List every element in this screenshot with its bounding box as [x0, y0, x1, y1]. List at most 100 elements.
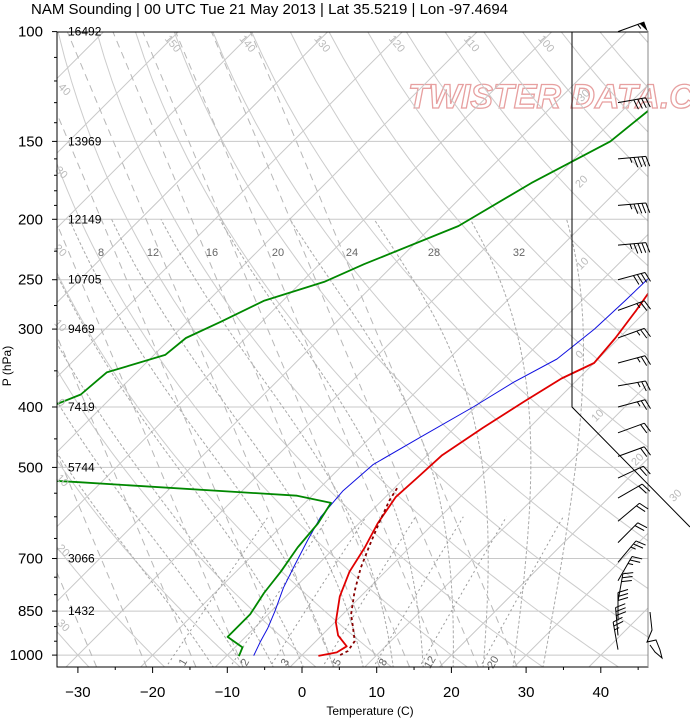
- dry-adiabat: [173, 32, 648, 590]
- y-tick-label: 250: [18, 272, 43, 289]
- isotherm-line: [65, 84, 648, 667]
- wind-barb-feather: [636, 505, 646, 512]
- dry-adiabat: [405, 32, 648, 312]
- wind-barb-staff: [617, 97, 646, 104]
- dashed-guide-line: [211, 32, 479, 667]
- series-line-0: [318, 292, 648, 657]
- wind-barb-staff: [617, 422, 645, 434]
- moist-adiabat-label: 8: [98, 247, 104, 259]
- dashed-guide-line: [66, 32, 335, 667]
- wind-barb-staff: [617, 573, 624, 602]
- sounding-series: [57, 109, 648, 657]
- isotherm-side-label: 30: [667, 487, 684, 504]
- dry-adiabat: [367, 32, 648, 357]
- wind-barb-feather: [616, 611, 627, 616]
- wind-barb-feather: [629, 559, 641, 563]
- wind-barb-feather: [640, 424, 648, 434]
- moist-adiabat-label: 24: [346, 247, 358, 259]
- wind-barb-feather: [622, 572, 634, 575]
- mixing-ratio-label: 20: [485, 654, 502, 671]
- mixing-ratio-line: [372, 516, 464, 667]
- wind-barb-staff: [617, 465, 644, 479]
- mixing-ratio-label: 2: [239, 657, 252, 668]
- dry-adiabat: [135, 32, 648, 638]
- isotherm-side-label: 10: [574, 255, 591, 272]
- wind-barb-feather: [634, 525, 645, 532]
- wind-barb-feather: [640, 447, 648, 457]
- isotherm-line: [57, 32, 329, 304]
- isotherm-label: 110: [461, 33, 481, 54]
- wind-barb-feather: [637, 98, 643, 109]
- wind-barb-staff: [617, 327, 645, 339]
- wind-barbs: [612, 21, 651, 650]
- height-label: 10705: [68, 273, 102, 287]
- wind-barb-staff: [617, 502, 640, 522]
- dry-adiabat: [599, 32, 648, 89]
- mixing-ratio-line: [322, 516, 416, 667]
- wind-barb-feather: [645, 156, 651, 167]
- height-label: 13969: [68, 134, 102, 148]
- y-tick-label: 500: [18, 459, 43, 476]
- dashed-guide-line: [57, 112, 290, 667]
- x-axis-label: Temperature (C): [326, 704, 413, 718]
- wind-barb-feather: [615, 603, 626, 609]
- wind-barb-staff: [617, 21, 645, 33]
- wind-barb-staff: [612, 621, 619, 650]
- wind-barb-feather: [633, 203, 639, 214]
- wind-barb-feather: [645, 380, 651, 391]
- clipped-plot: [57, 32, 648, 667]
- series-line-1: [253, 278, 648, 656]
- dry-adiabat: [212, 32, 648, 542]
- moist-adiabat: [542, 219, 584, 667]
- y-tick-label: 150: [18, 133, 43, 150]
- wind-barb-feather: [645, 97, 651, 108]
- isotherm-side-label: 10: [589, 407, 606, 424]
- wind-barb-feather: [635, 540, 646, 546]
- isotherm-label: 150: [162, 33, 183, 55]
- dry-adiabat: [57, 162, 469, 667]
- moist-adiabat: [57, 452, 214, 667]
- x-tick-label: 30: [518, 684, 535, 701]
- wind-barb-staff: [617, 556, 633, 582]
- wind-barb-half: [629, 157, 633, 163]
- dry-adiabat: [328, 32, 648, 402]
- y-tick-label: 300: [18, 321, 43, 338]
- wind-barb-half: [636, 401, 641, 407]
- wind-barb-staff: [617, 155, 646, 160]
- dashed-guide-line: [249, 32, 518, 667]
- isotherm-line: [57, 32, 478, 453]
- isotherm-side-label: 20: [573, 173, 590, 190]
- height-label: 7419: [68, 400, 95, 414]
- mixing-ratio-label: 8: [377, 657, 390, 668]
- adiabat-label: 30: [53, 164, 70, 181]
- x-tick-label: −30: [65, 684, 90, 701]
- wind-barb-half: [627, 562, 634, 566]
- wind-barb-feather: [643, 422, 651, 432]
- wind-barb-feather: [641, 203, 647, 214]
- mixing-ratio-label: 12: [422, 654, 439, 671]
- dry-adiabat: [289, 32, 648, 448]
- wind-barb-feather: [615, 607, 626, 613]
- dashed-guide-line: [57, 571, 98, 667]
- wind-barb-feather: [645, 242, 651, 253]
- wind-barb-feather: [638, 485, 647, 494]
- wind-barb-feather: [641, 98, 647, 109]
- plot-area: 150 140 130 120 110 1003020100102030403020100…: [10, 21, 690, 701]
- wind-barb-feather: [644, 355, 651, 365]
- isotherm-line: [57, 32, 553, 528]
- isotherm-label: 120: [386, 33, 407, 55]
- wind-barb-half: [636, 303, 641, 309]
- wind-barb-half: [637, 382, 641, 388]
- wind-barb-feather: [644, 399, 651, 409]
- x-tick-label: 40: [592, 684, 609, 701]
- wind-barb-half: [637, 24, 642, 29]
- x-tick-label: 10: [368, 684, 385, 701]
- wind-barb-half: [629, 243, 633, 250]
- wind-barb-feather: [643, 446, 651, 456]
- dry-adiabat: [638, 32, 648, 44]
- wind-barb-feather: [643, 328, 651, 338]
- wind-barb-feather: [645, 202, 651, 213]
- wind-barb-feather: [633, 243, 639, 254]
- isotherm-side-label: 0: [573, 348, 586, 361]
